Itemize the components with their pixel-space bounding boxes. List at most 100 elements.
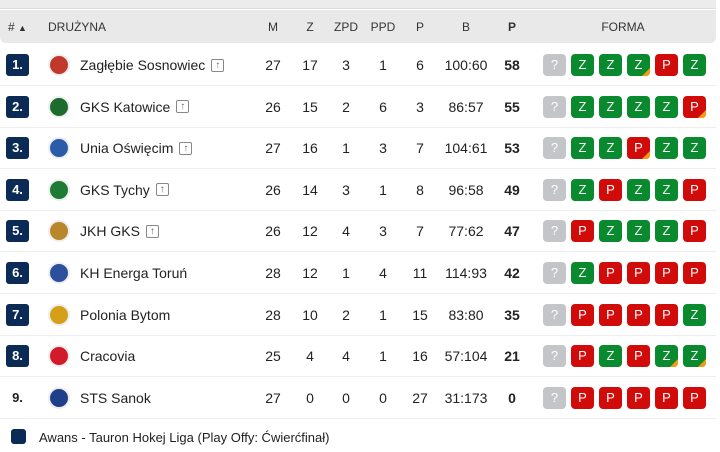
form-win[interactable]: Z	[571, 178, 594, 201]
header-team[interactable]: DRUŻYNA	[48, 20, 107, 34]
team-name-text: GKS Tychy	[80, 181, 150, 198]
stat-pts: 35	[504, 306, 520, 323]
form-loss[interactable]: P	[599, 262, 622, 284]
table-row[interactable]: 9. STS Sanok 27 0 0 0 27 31:173 0? P P P P P	[0, 377, 716, 419]
form-loss[interactable]: P	[655, 54, 678, 76]
rank-badge: 9.	[12, 389, 23, 405]
form-win[interactable]: Z	[655, 137, 678, 160]
stat-p: 27	[412, 389, 428, 406]
team-name[interactable]: GKS Katowice ↑	[80, 99, 190, 115]
team-name[interactable]: Unia Oświęcim ↑	[80, 140, 193, 157]
stat-m: 25	[265, 348, 281, 365]
team-name[interactable]: STS Sanok	[80, 390, 151, 406]
form-win[interactable]: Z	[571, 262, 594, 284]
form-loss[interactable]: P	[655, 386, 678, 409]
form-win[interactable]: Z	[655, 178, 678, 201]
team-name[interactable]: JKH GKS ↑	[80, 223, 159, 239]
form-win[interactable]: Z	[599, 95, 622, 118]
table-row[interactable]: 7. Polonia Bytom 28 10 2 1 15 83:80 35? P P P P Z	[0, 294, 716, 336]
team-logo	[48, 345, 70, 368]
form-loss[interactable]: P	[683, 178, 706, 201]
form-win[interactable]: Z	[683, 345, 706, 368]
form-loss[interactable]: P	[571, 220, 594, 243]
table-row[interactable]: 3. Unia Oświęcim ↑ 27 16 1 3 7 104:61 53? Z Z P Z Z	[0, 127, 716, 170]
form-win[interactable]: Z	[599, 220, 622, 243]
form-loss[interactable]: P	[627, 386, 650, 409]
form-upcoming[interactable]: ?	[543, 54, 566, 76]
form-upcoming[interactable]: ?	[543, 220, 566, 243]
form-loss[interactable]: P	[571, 386, 594, 409]
table-row[interactable]: 2. GKS Katowice ↑ 26 15 2 6 3 86:57 55? Z Z Z Z P	[0, 86, 716, 128]
header-zpd[interactable]: ZPD	[334, 20, 358, 34]
form-loss[interactable]: P	[627, 137, 650, 160]
team-name-text: STS Sanok	[80, 389, 151, 406]
promotion-legend-swatch	[11, 429, 26, 444]
form-win[interactable]: Z	[599, 54, 622, 76]
form-upcoming[interactable]: ?	[543, 178, 566, 201]
form-loss[interactable]: P	[683, 220, 706, 243]
team-name[interactable]: Cracovia	[80, 348, 135, 364]
stat-pts: 21	[504, 348, 520, 365]
form-upcoming[interactable]: ?	[543, 137, 566, 160]
table-row[interactable]: 6. KH Energa Toruń 28 12 1 4 11 114:93 42? Z P P P P	[0, 252, 716, 294]
form-upcoming[interactable]: ?	[543, 386, 566, 409]
form-loss[interactable]: P	[655, 262, 678, 284]
header-rank[interactable]: # ▲	[8, 20, 27, 34]
form-upcoming[interactable]: ?	[543, 95, 566, 118]
team-name[interactable]: Zagłębie Sosnowiec ↑	[80, 57, 225, 73]
form-win[interactable]: Z	[683, 137, 706, 160]
table-row[interactable]: 8. Cracovia 25 4 4 1 16 57:104 21? P Z P Z Z	[0, 335, 716, 378]
form-upcoming[interactable]: ?	[543, 303, 566, 326]
form-win[interactable]: Z	[599, 137, 622, 160]
form-loss[interactable]: P	[599, 178, 622, 201]
team-name-text: Unia Oświęcim	[80, 140, 174, 157]
header-p[interactable]: P	[415, 20, 425, 34]
form-loss[interactable]: P	[571, 303, 594, 326]
form-upcoming[interactable]: ?	[543, 345, 566, 368]
form-win[interactable]: Z	[683, 303, 706, 326]
form-loss[interactable]: P	[627, 345, 650, 368]
form-loss[interactable]: P	[571, 345, 594, 368]
form-win[interactable]: Z	[627, 178, 650, 201]
form-upcoming[interactable]: ?	[543, 262, 566, 284]
form-win[interactable]: Z	[627, 220, 650, 243]
form-guide: ? P Z P Z Z	[543, 345, 706, 368]
promotion-arrow-icon: ↑	[176, 100, 190, 114]
form-loss[interactable]: P	[627, 303, 650, 326]
team-name[interactable]: KH Energa Toruń	[80, 265, 187, 281]
form-win[interactable]: Z	[655, 345, 678, 368]
stat-z: 16	[302, 140, 318, 157]
form-win[interactable]: Z	[627, 95, 650, 118]
form-loss[interactable]: P	[655, 303, 678, 326]
stat-b: 57:104	[444, 348, 488, 365]
form-guide: ? Z P P P P	[543, 262, 706, 284]
header-m[interactable]: M	[268, 20, 278, 34]
form-win[interactable]: Z	[683, 54, 706, 76]
header-ppd[interactable]: PPD	[370, 20, 396, 34]
table-row[interactable]: 1. Zagłębie Sosnowiec ↑ 27 17 3 1 6 100:60 58? Z Z…	[0, 44, 716, 86]
form-win[interactable]: Z	[571, 54, 594, 76]
form-win[interactable]: Z	[571, 137, 594, 160]
form-win[interactable]: Z	[655, 95, 678, 118]
team-name[interactable]: Polonia Bytom	[80, 307, 170, 323]
header-z[interactable]: Z	[306, 20, 314, 34]
stat-z: 12	[302, 223, 318, 240]
form-loss[interactable]: P	[683, 262, 706, 284]
stat-b: 104:61	[444, 140, 488, 157]
header-b[interactable]: B	[461, 20, 471, 34]
form-loss[interactable]: P	[627, 262, 650, 284]
table-row[interactable]: 5. JKH GKS ↑ 26 12 4 3 7 77:62 47? P Z Z Z P	[0, 210, 716, 253]
stat-z: 15	[302, 98, 318, 115]
form-win[interactable]: Z	[627, 54, 650, 76]
form-loss[interactable]: P	[599, 386, 622, 409]
table-row[interactable]: 4. GKS Tychy ↑ 26 14 3 1 8 96:58 49? Z P Z Z P	[0, 169, 716, 211]
form-loss[interactable]: P	[683, 95, 706, 118]
form-loss[interactable]: P	[599, 303, 622, 326]
form-win[interactable]: Z	[599, 345, 622, 368]
team-name[interactable]: GKS Tychy ↑	[80, 182, 169, 198]
form-win[interactable]: Z	[655, 220, 678, 243]
form-loss[interactable]: P	[683, 386, 706, 409]
team-logo	[48, 220, 70, 243]
form-win[interactable]: Z	[571, 95, 594, 118]
header-pts[interactable]: P	[507, 20, 517, 34]
